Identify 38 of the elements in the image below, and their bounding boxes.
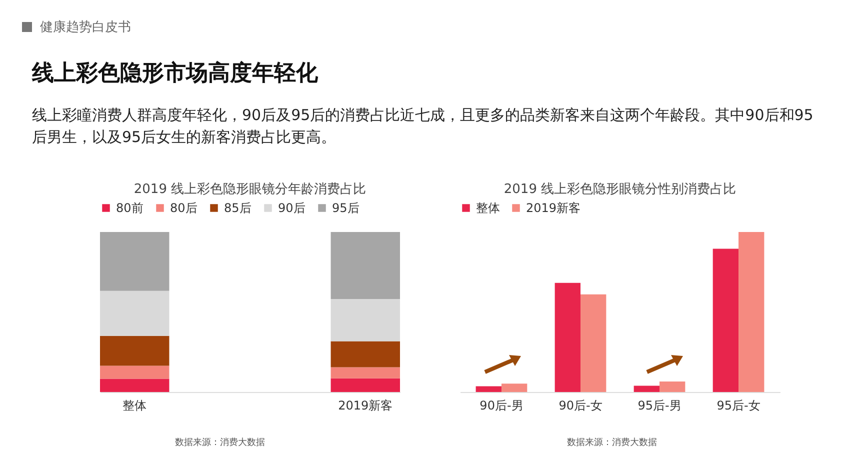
bar: [100, 378, 170, 392]
bar: [501, 384, 528, 392]
legend-label: 80后: [170, 201, 198, 215]
chart-title: 2019 线上彩色隐形眼镜分年龄消费占比: [134, 182, 366, 197]
source-note: 数据来源：消费大数据: [567, 436, 657, 449]
text: 线上彩瞳消费人群高度年轻化，90后及95后的消费占比近七成，且更多的品类新客来自这两个年龄段。其中90后和95后男生，以及95后女生的新客消费占比更高。: [32, 105, 814, 148]
x-tick-label: 整体: [122, 398, 147, 412]
legend-label: 85后: [224, 201, 252, 215]
legend-label: 90后: [278, 201, 306, 215]
bar: [100, 290, 170, 336]
bar: [712, 248, 739, 392]
chart-title: 2019 线上彩色隐形眼镜分性别消费占比: [504, 182, 736, 197]
bar: [660, 381, 686, 392]
x-tick-label: 90后-女: [558, 398, 602, 412]
bar: [330, 341, 400, 368]
text: 健康趋势白皮书: [40, 19, 131, 36]
bar: [330, 367, 400, 378]
x-tick-label: 90后-男: [480, 398, 524, 412]
source-note: 数据来源：消费大数据: [175, 436, 265, 449]
bar: [634, 386, 660, 392]
bar: [738, 232, 764, 392]
bar: [330, 378, 400, 392]
bar: [330, 232, 400, 300]
legend-label: 整体: [476, 201, 500, 215]
x-tick-label: 2019新客: [338, 398, 393, 412]
bar: [330, 299, 400, 342]
bar: [100, 336, 170, 366]
bar: [580, 294, 606, 392]
bar: [100, 366, 170, 379]
x-tick-label: 95后-男: [638, 398, 682, 412]
bar: [554, 282, 580, 392]
legend-label: 2019新客: [526, 201, 581, 215]
bar: [100, 232, 170, 291]
bar: [476, 386, 502, 392]
legend-label: 80前: [116, 201, 144, 215]
text: 线上彩色隐形市场高度年轻化: [32, 60, 318, 88]
x-tick-label: 95后-女: [716, 398, 760, 412]
legend-label: 95后: [332, 201, 360, 215]
